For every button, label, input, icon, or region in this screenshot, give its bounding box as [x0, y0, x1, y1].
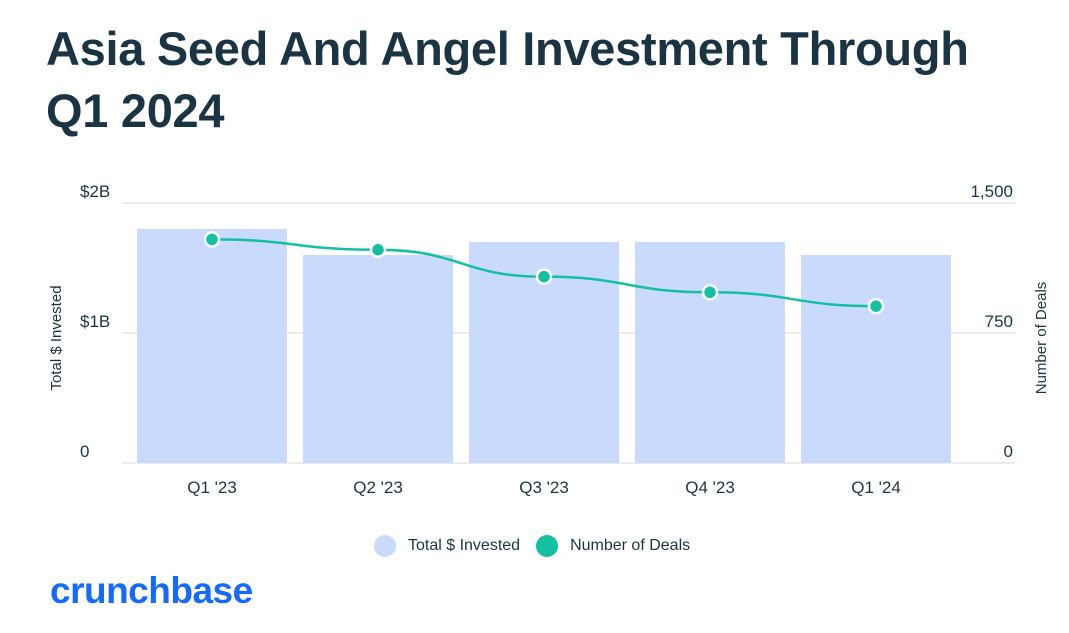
x-tick-1: Q2 '23 — [353, 478, 403, 497]
deals-point-4 — [867, 297, 885, 315]
legend: Total $ Invested Number of Deals — [374, 533, 706, 559]
y-left-ticks: 0 $1B $2B — [80, 182, 110, 461]
chart-title: Asia Seed And Angel Investment Through Q… — [46, 22, 969, 137]
bar-4 — [801, 255, 951, 463]
bar-3 — [635, 242, 785, 463]
y-right-ticks: 0 750 1,500 — [970, 182, 1013, 461]
legend-label-invested: Total $ Invested — [408, 537, 521, 554]
x-tick-2: Q3 '23 — [519, 478, 569, 497]
bar-0 — [137, 229, 287, 463]
deals-point-2 — [535, 268, 553, 285]
crunchbase-logo: crunchbase — [50, 570, 253, 611]
y-right-tick-0: 0 — [1004, 442, 1013, 461]
x-ticks: Q1 '23 Q2 '23 Q3 '23 Q4 '23 Q1 '24 — [187, 478, 901, 497]
line-series — [203, 231, 885, 315]
x-tick-4: Q1 '24 — [851, 478, 901, 497]
legend-swatch-deals — [536, 535, 559, 557]
y-left-axis-title: Total $ Invested — [48, 285, 65, 390]
bar-1 — [303, 255, 453, 463]
deals-point-0 — [203, 231, 221, 248]
y-left-tick-0: 0 — [80, 442, 89, 461]
x-tick-0: Q1 '23 — [187, 478, 237, 497]
y-right-tick-2: 1,500 — [970, 182, 1013, 201]
deals-point-3 — [701, 284, 719, 301]
legend-swatch-invested — [374, 535, 396, 557]
bar-series — [137, 229, 951, 463]
legend-label-deals: Number of Deals — [570, 537, 691, 554]
deals-point-1 — [369, 241, 387, 259]
x-tick-3: Q4 '23 — [685, 478, 735, 497]
y-left-tick-1: $1B — [80, 312, 110, 331]
y-right-tick-1: 750 — [985, 312, 1013, 331]
y-right-axis-title: Number of Deals — [1033, 282, 1050, 395]
y-left-tick-2: $2B — [80, 182, 110, 201]
